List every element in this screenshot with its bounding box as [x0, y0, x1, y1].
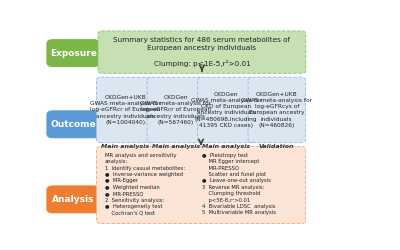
Text: Exposure: Exposure	[50, 48, 97, 58]
FancyBboxPatch shape	[47, 111, 100, 138]
Text: CKDGen
GWAS meta-analysis for
log-eGFRcr of European
ancestry individuals
(N=567: CKDGen GWAS meta-analysis for log-eGFRcr…	[140, 95, 211, 125]
Text: CKDGen+UKB
GWAS meta-analysis for
log-eGFRcr of European
ancestry individuals
(N: CKDGen+UKB GWAS meta-analysis for log-eG…	[90, 95, 161, 125]
Text: Main analysis: Main analysis	[152, 144, 200, 148]
Text: Main analysis: Main analysis	[101, 144, 149, 148]
FancyBboxPatch shape	[98, 31, 306, 73]
Text: ●  Pleiotropy test
    MR Egger intercept
    MR-PRESSO
    Scatter and funel pl: ● Pleiotropy test MR Egger intercept MR-…	[202, 153, 276, 216]
Text: MR analysis and sensitivity
analysis:
1  Identify casual metabolites:
●  Inverse: MR analysis and sensitivity analysis: 1 …	[105, 153, 185, 216]
Text: CKDGen+UKB
GWAS meta-analysis for
log-eGFRcys of
European ancestry
individuals
(: CKDGen+UKB GWAS meta-analysis for log-eG…	[241, 92, 312, 128]
FancyBboxPatch shape	[147, 77, 204, 142]
Text: Validation: Validation	[259, 144, 294, 148]
Text: Summary statistics for 486 serum metabolites of
European ancestry individuals

C: Summary statistics for 486 serum metabol…	[114, 37, 290, 67]
FancyBboxPatch shape	[47, 40, 100, 66]
Text: Outcome: Outcome	[50, 120, 96, 129]
Text: CKDGen
GWAS meta-analysis for
CKD of European
ancestry individuals
(N=480698,inc: CKDGen GWAS meta-analysis for CKD of Eur…	[191, 92, 262, 128]
FancyBboxPatch shape	[248, 77, 306, 142]
FancyBboxPatch shape	[47, 186, 100, 213]
Text: Analysis: Analysis	[52, 195, 94, 204]
FancyBboxPatch shape	[198, 77, 255, 142]
FancyBboxPatch shape	[96, 77, 154, 142]
Text: Main analysis: Main analysis	[202, 144, 250, 148]
FancyBboxPatch shape	[96, 146, 306, 224]
